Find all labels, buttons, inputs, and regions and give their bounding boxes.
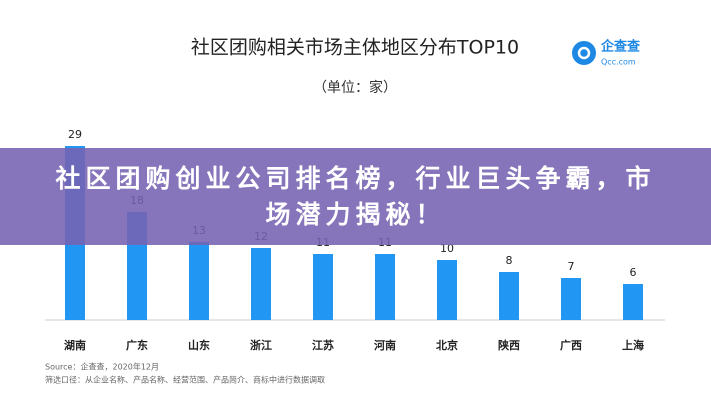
x-tick-label: 广西 [560, 338, 582, 352]
bar [189, 242, 209, 320]
bar [499, 272, 519, 320]
bar [313, 254, 333, 320]
x-tick-label: 上海 [622, 338, 644, 352]
logo-url: Qcc.com [601, 58, 636, 67]
logo-icon-inner [577, 46, 591, 60]
x-tick-label: 河南 [374, 338, 396, 352]
bar [251, 248, 271, 320]
bar [437, 260, 457, 320]
bar [375, 254, 395, 320]
value-label: 29 [68, 128, 82, 141]
logo-name: 企查查 [600, 39, 641, 55]
x-tick-label: 江苏 [312, 338, 334, 352]
banner-text: 社区团购创业公司排名榜，行业巨头争霸，市场潜力揭秘！ [55, 163, 656, 229]
filter-note: 筛选口径：从企业名称、产品名称、经营范围、产品简介、商标中进行数据调取 [45, 375, 325, 385]
x-tick-label: 广东 [126, 338, 148, 352]
x-tick-label: 浙江 [250, 338, 272, 352]
bar [561, 278, 581, 320]
chart-title: 社区团购相关市场主体地区分布TOP10 [191, 37, 519, 59]
value-label: 7 [568, 260, 575, 273]
banner: 社区团购创业公司排名榜，行业巨头争霸，市场潜力揭秘！ [0, 148, 711, 245]
x-tick-label: 北京 [436, 338, 458, 352]
source-note: Source：企查查，2020年12月 [45, 362, 159, 372]
value-label: 10 [440, 242, 454, 255]
value-label: 6 [630, 266, 637, 279]
x-tick-label: 湖南 [64, 338, 86, 352]
x-tick-label: 陕西 [498, 338, 520, 352]
chart-subtitle: （单位：家） [313, 79, 397, 96]
logo-icon [572, 41, 596, 65]
bar [623, 284, 643, 320]
value-label: 8 [506, 254, 513, 267]
x-tick-label: 山东 [188, 338, 210, 352]
